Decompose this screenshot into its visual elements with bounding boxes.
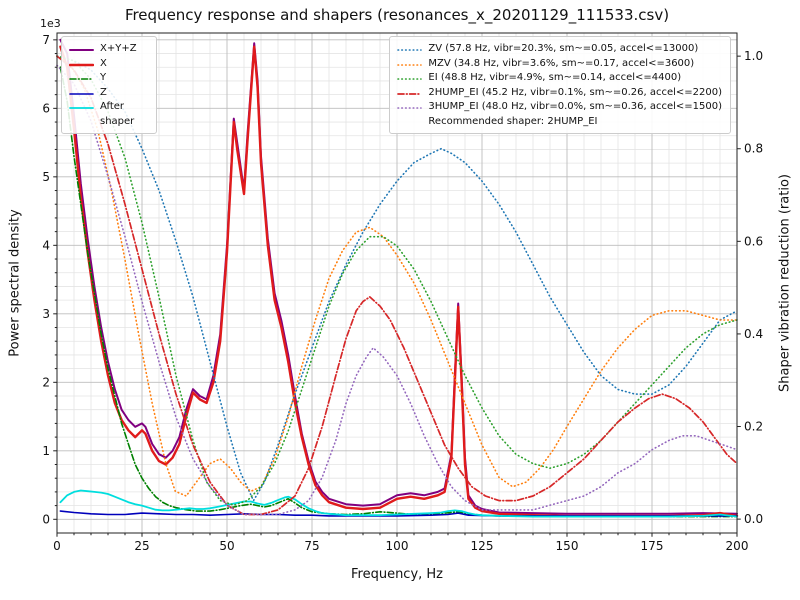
y-right-tick-label: 0.4: [744, 327, 763, 341]
legend-label: 2HUMP_EI (45.2 Hz, vibr=0.1%, sm~=0.26, …: [428, 86, 722, 98]
legend-label: X+Y+Z: [100, 43, 137, 54]
x-tick-label: 125: [471, 539, 494, 553]
y-left-tick-label: 1: [42, 444, 50, 458]
y-right-tick-label: 1.0: [744, 49, 763, 63]
y-left-tick-label: 2: [42, 375, 50, 389]
y-right-tick-label: 0.2: [744, 420, 763, 434]
y-axis-label-left: Power spectral density: [7, 209, 23, 357]
series-shaper-3hump_ei: [56, 64, 738, 516]
legend-line-sample: [69, 92, 94, 95]
legend-line-sample: [397, 92, 423, 95]
legend-label: X: [100, 57, 107, 69]
legend-item: X+Y+Z: [69, 42, 148, 57]
recommended-shaper-note: Recommended shaper: 2HUMP_EI: [428, 115, 598, 127]
series-x: [59, 45, 739, 518]
series-shaper-2hump_ei: [56, 55, 738, 516]
x-axis-label: Frequency, Hz: [350, 567, 444, 582]
legend-label: Y: [100, 72, 107, 83]
y-axis-offset-text: 1e3: [40, 17, 61, 30]
x-tick-label: 175: [641, 539, 664, 553]
x-tick-label: 25: [134, 539, 149, 553]
legend-item: ZV (57.8 Hz, vibr=20.3%, sm~=0.05, accel…: [397, 42, 722, 57]
legend-label: ZV (57.8 Hz, vibr=20.3%, sm~=0.05, accel…: [428, 43, 699, 54]
chart-title: Frequency response and shapers (resonanc…: [124, 6, 670, 24]
y-left-tick-label: 0: [42, 512, 50, 526]
y-right-tick-label: 0.8: [744, 142, 763, 156]
series-after-shaper: [59, 489, 738, 518]
legend-label: After shaper: [100, 101, 135, 127]
psd-series-layer: [59, 38, 739, 518]
legend-label: EI (48.8 Hz, vibr=4.9%, sm~=0.14, accel<…: [428, 72, 682, 83]
legend-line-sample: [397, 107, 423, 109]
legend-item: Z: [69, 86, 148, 101]
legend-line-sample: [397, 78, 423, 80]
legend-label: MZV (34.8 Hz, vibr=3.6%, sm~=0.17, accel…: [428, 57, 695, 69]
legend-line-sample: [69, 107, 94, 109]
legend-line-sample: [69, 49, 94, 51]
legend-item: EI (48.8 Hz, vibr=4.9%, sm~=0.14, accel<…: [397, 71, 722, 86]
legend-item: 3HUMP_EI (48.0 Hz, vibr=0.0%, sm~=0.36, …: [397, 100, 722, 115]
legend-item: MZV (34.8 Hz, vibr=3.6%, sm~=0.17, accel…: [397, 57, 722, 72]
x-tick-label: 150: [556, 539, 579, 553]
y-left-tick-label: 6: [42, 101, 50, 115]
x-tick-label: 100: [386, 539, 409, 553]
shaper-series-layer: [56, 55, 738, 516]
y-left-tick-label: 7: [42, 33, 50, 47]
x-tick-label: 0: [53, 539, 61, 553]
y-axis-label-right: Shaper vibration reduction (ratio): [777, 174, 793, 392]
y-right-tick-label: 0.0: [744, 512, 763, 526]
legend-label: 3HUMP_EI (48.0 Hz, vibr=0.0%, sm~=0.36, …: [428, 101, 722, 112]
legend-item: X: [69, 57, 148, 72]
legend-shapers: ZV (57.8 Hz, vibr=20.3%, sm~=0.05, accel…: [389, 36, 731, 134]
x-tick-label: 200: [726, 539, 749, 553]
y-left-tick-label: 5: [42, 170, 50, 184]
legend-line-sample: [397, 63, 423, 66]
legend-line-sample: [397, 49, 423, 51]
legend-item: 2HUMP_EI (45.2 Hz, vibr=0.1%, sm~=0.26, …: [397, 86, 722, 101]
legend-line-sample: [69, 63, 94, 66]
x-tick-label: 50: [219, 539, 234, 553]
legend-item: After shaper: [69, 100, 148, 129]
y-left-tick-label: 4: [42, 238, 50, 252]
series-shaper-zv: [56, 55, 738, 502]
y-right-tick-label: 0.6: [744, 234, 763, 248]
legend-psd: X+Y+Z X Y Z After shaper: [61, 36, 157, 134]
axis-ticks-and-labels: 0 25 50 75 100 125 150 175 200 0 1 2 3 4 5 6 7 0.0 0.2 0.4 0…: [42, 33, 763, 553]
legend-item: Y: [69, 71, 148, 86]
legend-label: Z: [100, 86, 107, 98]
legend-line-sample: [69, 78, 94, 80]
x-tick-label: 75: [304, 539, 319, 553]
y-left-tick-label: 3: [42, 307, 50, 321]
